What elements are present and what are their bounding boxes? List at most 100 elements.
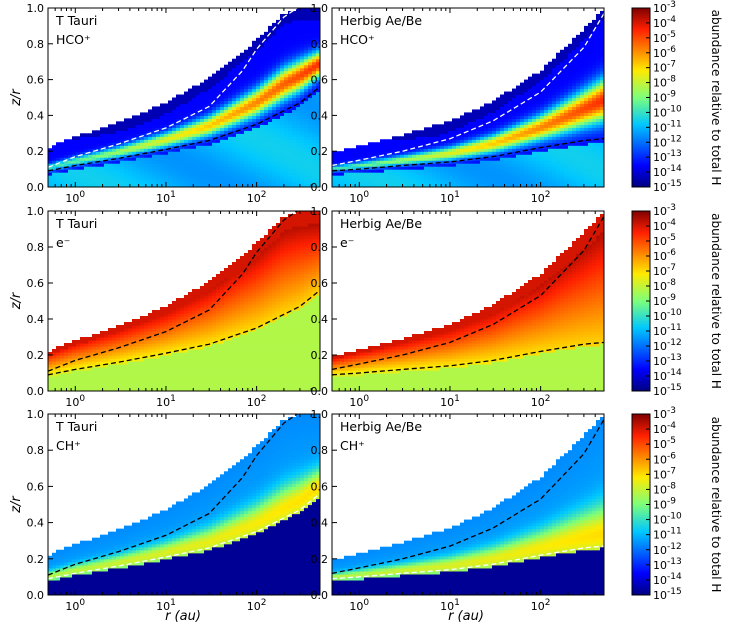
heatmap-cell: [88, 349, 93, 353]
heatmap-cell: [284, 181, 289, 185]
heatmap-cell: [300, 61, 305, 66]
heatmap-cell: [132, 148, 137, 152]
heatmap-cell: [152, 382, 157, 386]
heatmap-cell: [588, 58, 593, 63]
heatmap-cell: [344, 175, 349, 179]
heatmap-cell: [520, 154, 525, 158]
heatmap-cell: [600, 172, 604, 176]
heatmap-cell: [428, 163, 433, 167]
heatmap-cell: [456, 178, 461, 182]
heatmap-cell: [484, 178, 489, 182]
heatmap-cell: [180, 94, 185, 99]
heatmap-cell: [548, 133, 553, 137]
heatmap-cell: [308, 34, 313, 39]
heatmap-cell: [176, 184, 181, 187]
heatmap-cell: [556, 112, 561, 116]
heatmap-cell: [576, 82, 581, 87]
heatmap-cell: [480, 181, 485, 185]
heatmap-cell: [592, 136, 597, 140]
heatmap-cell: [272, 142, 277, 146]
heatmap-cell: [520, 166, 525, 170]
heatmap-cell: [312, 25, 317, 30]
heatmap-cell: [376, 181, 381, 185]
heatmap-cell: [316, 172, 320, 176]
heatmap-cell: [196, 88, 201, 93]
heatmap-cell: [316, 136, 320, 140]
heatmap-cell: [284, 55, 289, 60]
heatmap-cell: [296, 133, 301, 137]
heatmap-cell: [296, 94, 301, 99]
heatmap-cell: [360, 148, 365, 152]
heatmap-cell: [144, 319, 149, 323]
heatmap-cell: [104, 382, 109, 386]
heatmap-cell: [136, 373, 141, 377]
heatmap-cell: [432, 145, 437, 149]
heatmap-cell: [96, 373, 101, 377]
heatmap-cell: [452, 169, 457, 173]
heatmap-cell: [104, 175, 109, 179]
heatmap-cell: [52, 151, 57, 155]
heatmap-cell: [164, 115, 169, 119]
heatmap-cell: [80, 370, 85, 374]
heatmap-cell: [224, 106, 229, 111]
heatmap-cell: [292, 160, 297, 164]
heatmap-cell: [284, 49, 289, 54]
heatmap-cell: [216, 91, 221, 96]
heatmap-cell: [492, 184, 497, 187]
heatmap-cell: [232, 76, 237, 81]
heatmap-cell: [96, 178, 101, 182]
heatmap-cell: [512, 142, 517, 146]
heatmap-cell: [292, 172, 297, 176]
heatmap-cell: [172, 160, 177, 164]
heatmap-cell: [280, 82, 285, 87]
heatmap-cell: [456, 181, 461, 185]
heatmap-cell: [52, 349, 57, 353]
heatmap-cell: [140, 121, 145, 125]
heatmap-cell: [144, 133, 149, 137]
heatmap-cell: [60, 175, 65, 179]
heatmap-cell: [464, 112, 469, 116]
heatmap-cell: [420, 163, 425, 167]
heatmap-cell: [296, 178, 301, 182]
heatmap-cell: [556, 133, 561, 137]
heatmap-cell: [592, 88, 597, 93]
heatmap-cell: [304, 70, 309, 75]
heatmap-cell: [288, 169, 293, 173]
heatmap-cell: [492, 112, 497, 116]
heatmap-cell: [192, 169, 197, 173]
heatmap-cell: [92, 184, 97, 187]
heatmap-cell: [304, 43, 309, 48]
heatmap-cell: [260, 97, 265, 102]
heatmap-cell: [80, 136, 85, 140]
heatmap-cell: [100, 130, 105, 134]
heatmap-cell: [512, 103, 517, 108]
heatmap-cell: [284, 79, 289, 84]
heatmap-cell: [180, 127, 185, 131]
heatmap-cell: [272, 133, 277, 137]
heatmap-cell: [368, 169, 373, 173]
heatmap-cell: [592, 109, 597, 114]
heatmap-cell: [496, 103, 501, 108]
heatmap-cell: [216, 169, 221, 173]
lower-contour-line: [332, 138, 604, 172]
heatmap-cell: [280, 154, 285, 158]
heatmap-cell: [496, 106, 501, 111]
heatmap-cell: [148, 325, 153, 329]
heatmap-cell: [144, 121, 149, 125]
heatmap-cell: [588, 67, 593, 72]
heatmap-cell: [532, 91, 537, 96]
heatmap-cell: [268, 178, 273, 182]
y-tick-label: 0.8: [27, 38, 45, 51]
heatmap-cell: [312, 184, 317, 187]
heatmap-cell: [360, 172, 365, 176]
heatmap-cell: [524, 136, 529, 140]
heatmap-cell: [300, 100, 305, 105]
heatmap-cell: [292, 136, 297, 140]
heatmap-cell: [132, 379, 137, 383]
heatmap-cell: [208, 169, 213, 173]
heatmap-cell: [488, 145, 493, 149]
heatmap-cell: [200, 127, 205, 131]
heatmap-cell: [160, 142, 165, 146]
heatmap-cell: [208, 91, 213, 96]
heatmap-cell: [144, 385, 149, 389]
